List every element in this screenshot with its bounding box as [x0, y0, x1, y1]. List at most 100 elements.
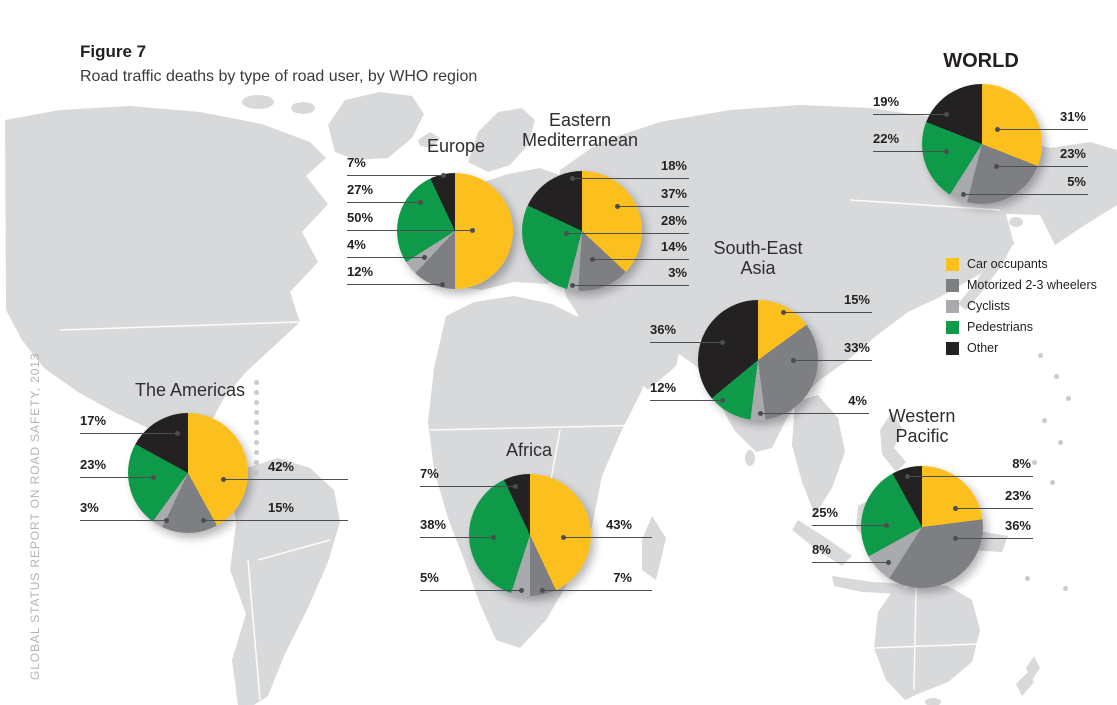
pct-label: 4%	[347, 237, 366, 252]
leader-dot	[422, 255, 427, 260]
pct-label: 33%	[843, 340, 870, 355]
legend-swatch	[946, 320, 959, 334]
leader-line	[963, 194, 1088, 195]
pie-the-americas	[128, 413, 248, 533]
leader-line	[563, 537, 652, 538]
island-dot	[1050, 480, 1055, 485]
pct-label: 22%	[873, 131, 900, 146]
legend-item: Motorized 2-3 wheelers	[946, 278, 1097, 292]
leader-line	[955, 508, 1033, 509]
leader-dot	[540, 588, 545, 593]
pct-label: 15%	[843, 292, 870, 307]
pct-label: 8%	[1012, 456, 1031, 471]
legend-item: Pedestrians	[946, 320, 1097, 334]
pct-label: 3%	[80, 500, 99, 515]
legend-item: Cyclists	[946, 299, 1097, 313]
island-dot	[1032, 460, 1037, 465]
leader-dot	[440, 282, 445, 287]
leader-dot	[418, 200, 423, 205]
pie-western-pacific	[861, 466, 983, 588]
leader-line	[572, 178, 689, 179]
leader-line	[592, 259, 689, 260]
leader-line	[873, 151, 946, 152]
pct-label: 43%	[605, 517, 632, 532]
leader-dot	[758, 411, 763, 416]
pie-eastern-mediterranean	[522, 171, 642, 291]
report-side-caption: GLOBAL STATUS REPORT ON ROAD SAFETY, 201…	[28, 352, 42, 680]
legend-swatch	[946, 299, 959, 313]
leader-dot	[995, 127, 1000, 132]
legend-swatch	[946, 257, 959, 271]
region-title: WORLD	[943, 50, 1019, 72]
leader-line	[347, 284, 442, 285]
region-title: South-East Asia	[713, 238, 803, 279]
pct-label: 23%	[1059, 146, 1086, 161]
pct-label: 12%	[347, 264, 374, 279]
legend-label: Pedestrians	[967, 320, 1034, 334]
leader-dot	[994, 164, 999, 169]
island-dot	[254, 450, 259, 455]
pct-label: 3%	[668, 265, 687, 280]
island-dot	[254, 420, 259, 425]
leader-line	[80, 433, 177, 434]
leader-line	[793, 360, 872, 361]
island-dot	[254, 470, 259, 475]
pie-africa	[469, 474, 591, 596]
leader-dot	[441, 173, 446, 178]
leader-dot	[561, 535, 566, 540]
island-dot	[1042, 418, 1047, 423]
island-dot	[1058, 440, 1063, 445]
leader-dot	[221, 477, 226, 482]
leader-dot	[905, 474, 910, 479]
leader-dot	[791, 358, 796, 363]
island-dot	[1066, 396, 1071, 401]
region-title: The Americas	[134, 380, 246, 400]
island-dot	[254, 400, 259, 405]
island-dot	[254, 410, 259, 415]
figure-number: Figure 7	[80, 42, 147, 61]
legend-item: Other	[946, 341, 1097, 355]
pct-label: 7%	[613, 570, 632, 585]
leader-line	[203, 520, 348, 521]
leader-dot	[164, 518, 169, 523]
legend-label: Other	[967, 341, 999, 355]
pct-label: 25%	[812, 505, 839, 520]
pct-label: 23%	[80, 457, 107, 472]
leader-dot	[570, 283, 575, 288]
leader-dot	[961, 192, 966, 197]
leader-line	[812, 562, 888, 563]
leader-dot	[519, 588, 524, 593]
pct-label: 15%	[267, 500, 294, 515]
island-dot	[254, 390, 259, 395]
leader-dot	[470, 228, 475, 233]
pct-label: 7%	[347, 155, 366, 170]
island-dot	[254, 460, 259, 465]
pct-label: 5%	[420, 570, 439, 585]
leader-line	[650, 400, 722, 401]
island-dot	[1063, 586, 1068, 591]
island-dot	[1038, 353, 1043, 358]
leader-line	[955, 538, 1033, 539]
island-dot	[254, 430, 259, 435]
leader-dot	[953, 536, 958, 541]
leader-dot	[944, 149, 949, 154]
leader-line	[347, 202, 420, 203]
pct-label: 37%	[660, 186, 687, 201]
legend-label: Car occupants	[967, 257, 1048, 271]
region-title: Eastern Mediterranean	[521, 110, 639, 151]
leader-line	[80, 477, 153, 478]
pct-label: 50%	[347, 210, 374, 225]
region-title: Africa	[505, 440, 552, 460]
legend-swatch	[946, 278, 959, 292]
pct-label: 42%	[267, 459, 294, 474]
island-dot	[254, 440, 259, 445]
leader-dot	[953, 506, 958, 511]
pct-label: 18%	[660, 158, 687, 173]
pct-label: 7%	[420, 466, 439, 481]
leader-line	[572, 285, 689, 286]
leader-line	[420, 537, 493, 538]
leader-dot	[720, 340, 725, 345]
island-dot	[1025, 576, 1030, 581]
leader-dot	[615, 204, 620, 209]
pct-label: 27%	[347, 182, 374, 197]
